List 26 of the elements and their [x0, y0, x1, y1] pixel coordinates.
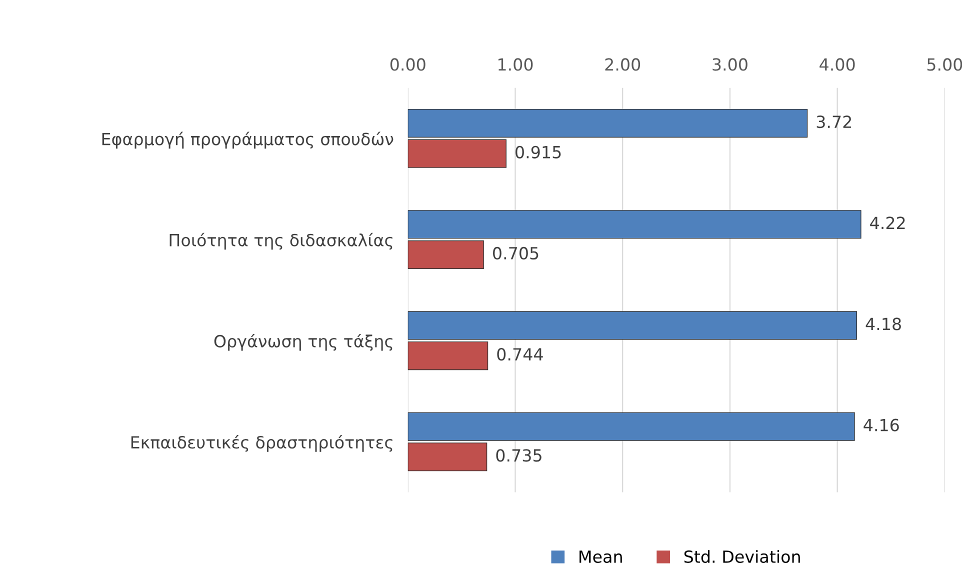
bar [408, 108, 808, 138]
data-label: 4.22 [870, 216, 905, 229]
data-label: 0.744 [497, 348, 543, 361]
bar [408, 210, 862, 239]
x-tick-label: 2.00 [605, 58, 640, 71]
legend-label: Mean [580, 550, 622, 563]
y-tick-label: Εφαρμογή προγράμματος σπουδών [102, 132, 394, 149]
data-label: 4.16 [864, 418, 899, 432]
bar [408, 341, 488, 370]
bar [408, 311, 857, 340]
x-tick-label: 5.00 [927, 58, 962, 71]
x-tick-label: 4.00 [820, 58, 855, 71]
data-label: 4.18 [866, 318, 901, 330]
y-tick-label: Οργάνωση της τάξης [214, 334, 392, 351]
legend-label: Std. Deviation [684, 550, 800, 563]
y-tick-label: Ποιότητα της διδασκαλίας [170, 232, 392, 250]
data-label: 0.735 [496, 449, 542, 462]
data-label: 0.705 [493, 246, 538, 260]
x-tick-label: 1.00 [498, 58, 533, 71]
data-label: 3.72 [816, 116, 852, 128]
bar [408, 240, 484, 269]
x-tick-label: 0.00 [390, 58, 426, 71]
x-tick-label: 3.00 [712, 58, 748, 71]
bar [408, 139, 506, 168]
y-tick-label: Εκπαιδευτικές δραστηριότητες [131, 435, 392, 452]
data-label: 0.915 [516, 146, 561, 158]
